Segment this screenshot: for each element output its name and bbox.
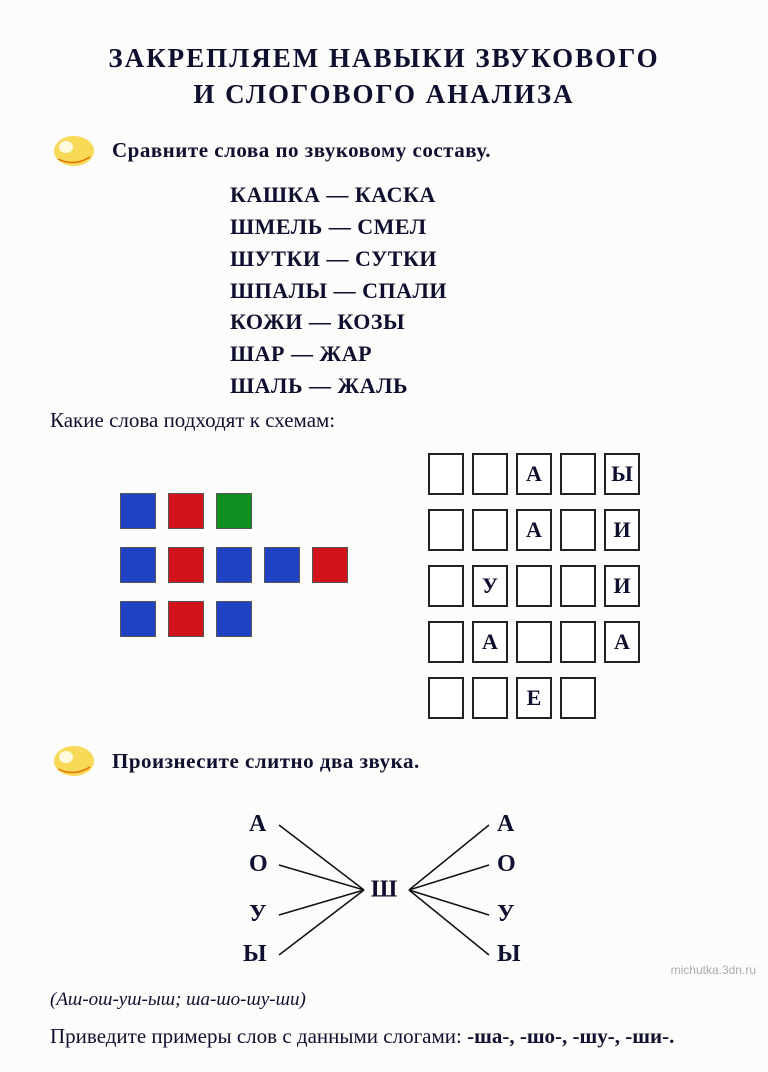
task-4-syl: -ши-. <box>625 1024 674 1048</box>
letter-cell: У <box>472 565 508 607</box>
word-pair: ШУТКИ — СУТКИ <box>230 243 718 275</box>
letter-cell <box>560 565 596 607</box>
letter-cell: А <box>604 621 640 663</box>
color-cell <box>120 601 156 637</box>
letter-cell <box>516 565 552 607</box>
word-pairs: КАШКА — КАСКА ШМЕЛЬ — СМЕЛ ШУТКИ — СУТКИ… <box>230 179 718 402</box>
letter-cell: Е <box>516 677 552 719</box>
task-1-row: Сравните слова по звуковому составу. <box>50 131 718 171</box>
letter-cell <box>516 621 552 663</box>
task-2-text: Какие слова подходят к схемам: <box>50 408 718 433</box>
task-4-pre: Приведите примеры слов с данными слогами… <box>50 1024 467 1048</box>
bullet-icon <box>50 741 98 781</box>
task-4-syl: -ша-, <box>467 1024 514 1048</box>
task-1-text: Сравните слова по звуковому составу. <box>112 138 491 163</box>
letter-cell: А <box>472 621 508 663</box>
letter-cell <box>472 677 508 719</box>
title-line-2: И СЛОГОВОГО АНАЛИЗА <box>193 79 574 109</box>
letter-cell <box>472 453 508 495</box>
title-line-1: ЗАКРЕПЛЯЕМ НАВЫКИ ЗВУКОВОГО <box>108 43 659 73</box>
letter-cell: И <box>604 565 640 607</box>
slitno-right-letter: А <box>497 811 514 838</box>
task-4-text: Приведите примеры слов с данными слогами… <box>50 1021 718 1051</box>
color-scheme-row <box>120 547 348 583</box>
letter-scheme-row: УИ <box>428 565 640 607</box>
watermark: michutka.3dn.ru <box>671 963 756 977</box>
color-cell <box>216 547 252 583</box>
slitno-right-letter: Ы <box>497 941 521 968</box>
letter-cell <box>428 677 464 719</box>
word-pair: ШАР — ЖАР <box>230 338 718 370</box>
letter-cell <box>428 621 464 663</box>
color-cell <box>216 493 252 529</box>
letter-schemes: АЫАИУИААЕ <box>428 453 640 719</box>
color-cell <box>264 547 300 583</box>
letter-cell: А <box>516 453 552 495</box>
letter-cell <box>428 509 464 551</box>
letter-cell: Ы <box>604 453 640 495</box>
letter-cell: А <box>516 509 552 551</box>
color-cell <box>168 601 204 637</box>
letter-cell <box>428 453 464 495</box>
slitno-left-letter: А <box>249 811 266 838</box>
slitno-left-letter: О <box>249 851 268 878</box>
letter-cell: И <box>604 509 640 551</box>
page-title: ЗАКРЕПЛЯЕМ НАВЫКИ ЗВУКОВОГО И СЛОГОВОГО … <box>50 40 718 113</box>
word-pair: КАШКА — КАСКА <box>230 179 718 211</box>
letter-cell <box>560 621 596 663</box>
letter-cell <box>560 453 596 495</box>
color-schemes <box>120 493 348 719</box>
color-scheme-row <box>120 601 348 637</box>
schemes-container: АЫАИУИААЕ <box>50 453 718 719</box>
slitno-right-letter: У <box>497 901 515 928</box>
letter-scheme-row: АА <box>428 621 640 663</box>
word-pair: ШМЕЛЬ — СМЕЛ <box>230 211 718 243</box>
color-cell <box>120 493 156 529</box>
letter-cell <box>472 509 508 551</box>
slitno-right-letter: О <box>497 851 516 878</box>
color-cell <box>168 547 204 583</box>
letter-scheme-row: Е <box>428 677 640 719</box>
color-cell <box>312 547 348 583</box>
letter-scheme-row: АЫ <box>428 453 640 495</box>
slitno-center: Ш <box>371 877 397 904</box>
bullet-icon <box>50 131 98 171</box>
letter-cell <box>560 677 596 719</box>
color-cell <box>120 547 156 583</box>
word-pair: ШАЛЬ — ЖАЛЬ <box>230 370 718 402</box>
slitno-diagram: Ш А О У Ы А О У Ы <box>149 795 619 985</box>
word-pair: КОЖИ — КОЗЫ <box>230 306 718 338</box>
color-scheme-row <box>120 493 348 529</box>
color-cell <box>168 493 204 529</box>
task-3-text: Произнесите слитно два звука. <box>112 749 420 774</box>
task-4-syl: -шо-, <box>520 1024 567 1048</box>
task-3-row: Произнесите слитно два звука. <box>50 741 718 781</box>
slitno-left-letter: У <box>249 901 267 928</box>
color-cell <box>216 601 252 637</box>
letter-scheme-row: АИ <box>428 509 640 551</box>
letter-cell <box>428 565 464 607</box>
word-pair: ШПАЛЫ — СПАЛИ <box>230 275 718 307</box>
letter-cell <box>560 509 596 551</box>
syllables-hint: (Аш-ош-уш-ыш; ша-шо-шу-ши) <box>50 989 718 1011</box>
slitno-left-letter: Ы <box>243 941 267 968</box>
task-4-syl: -шу-, <box>573 1024 620 1048</box>
